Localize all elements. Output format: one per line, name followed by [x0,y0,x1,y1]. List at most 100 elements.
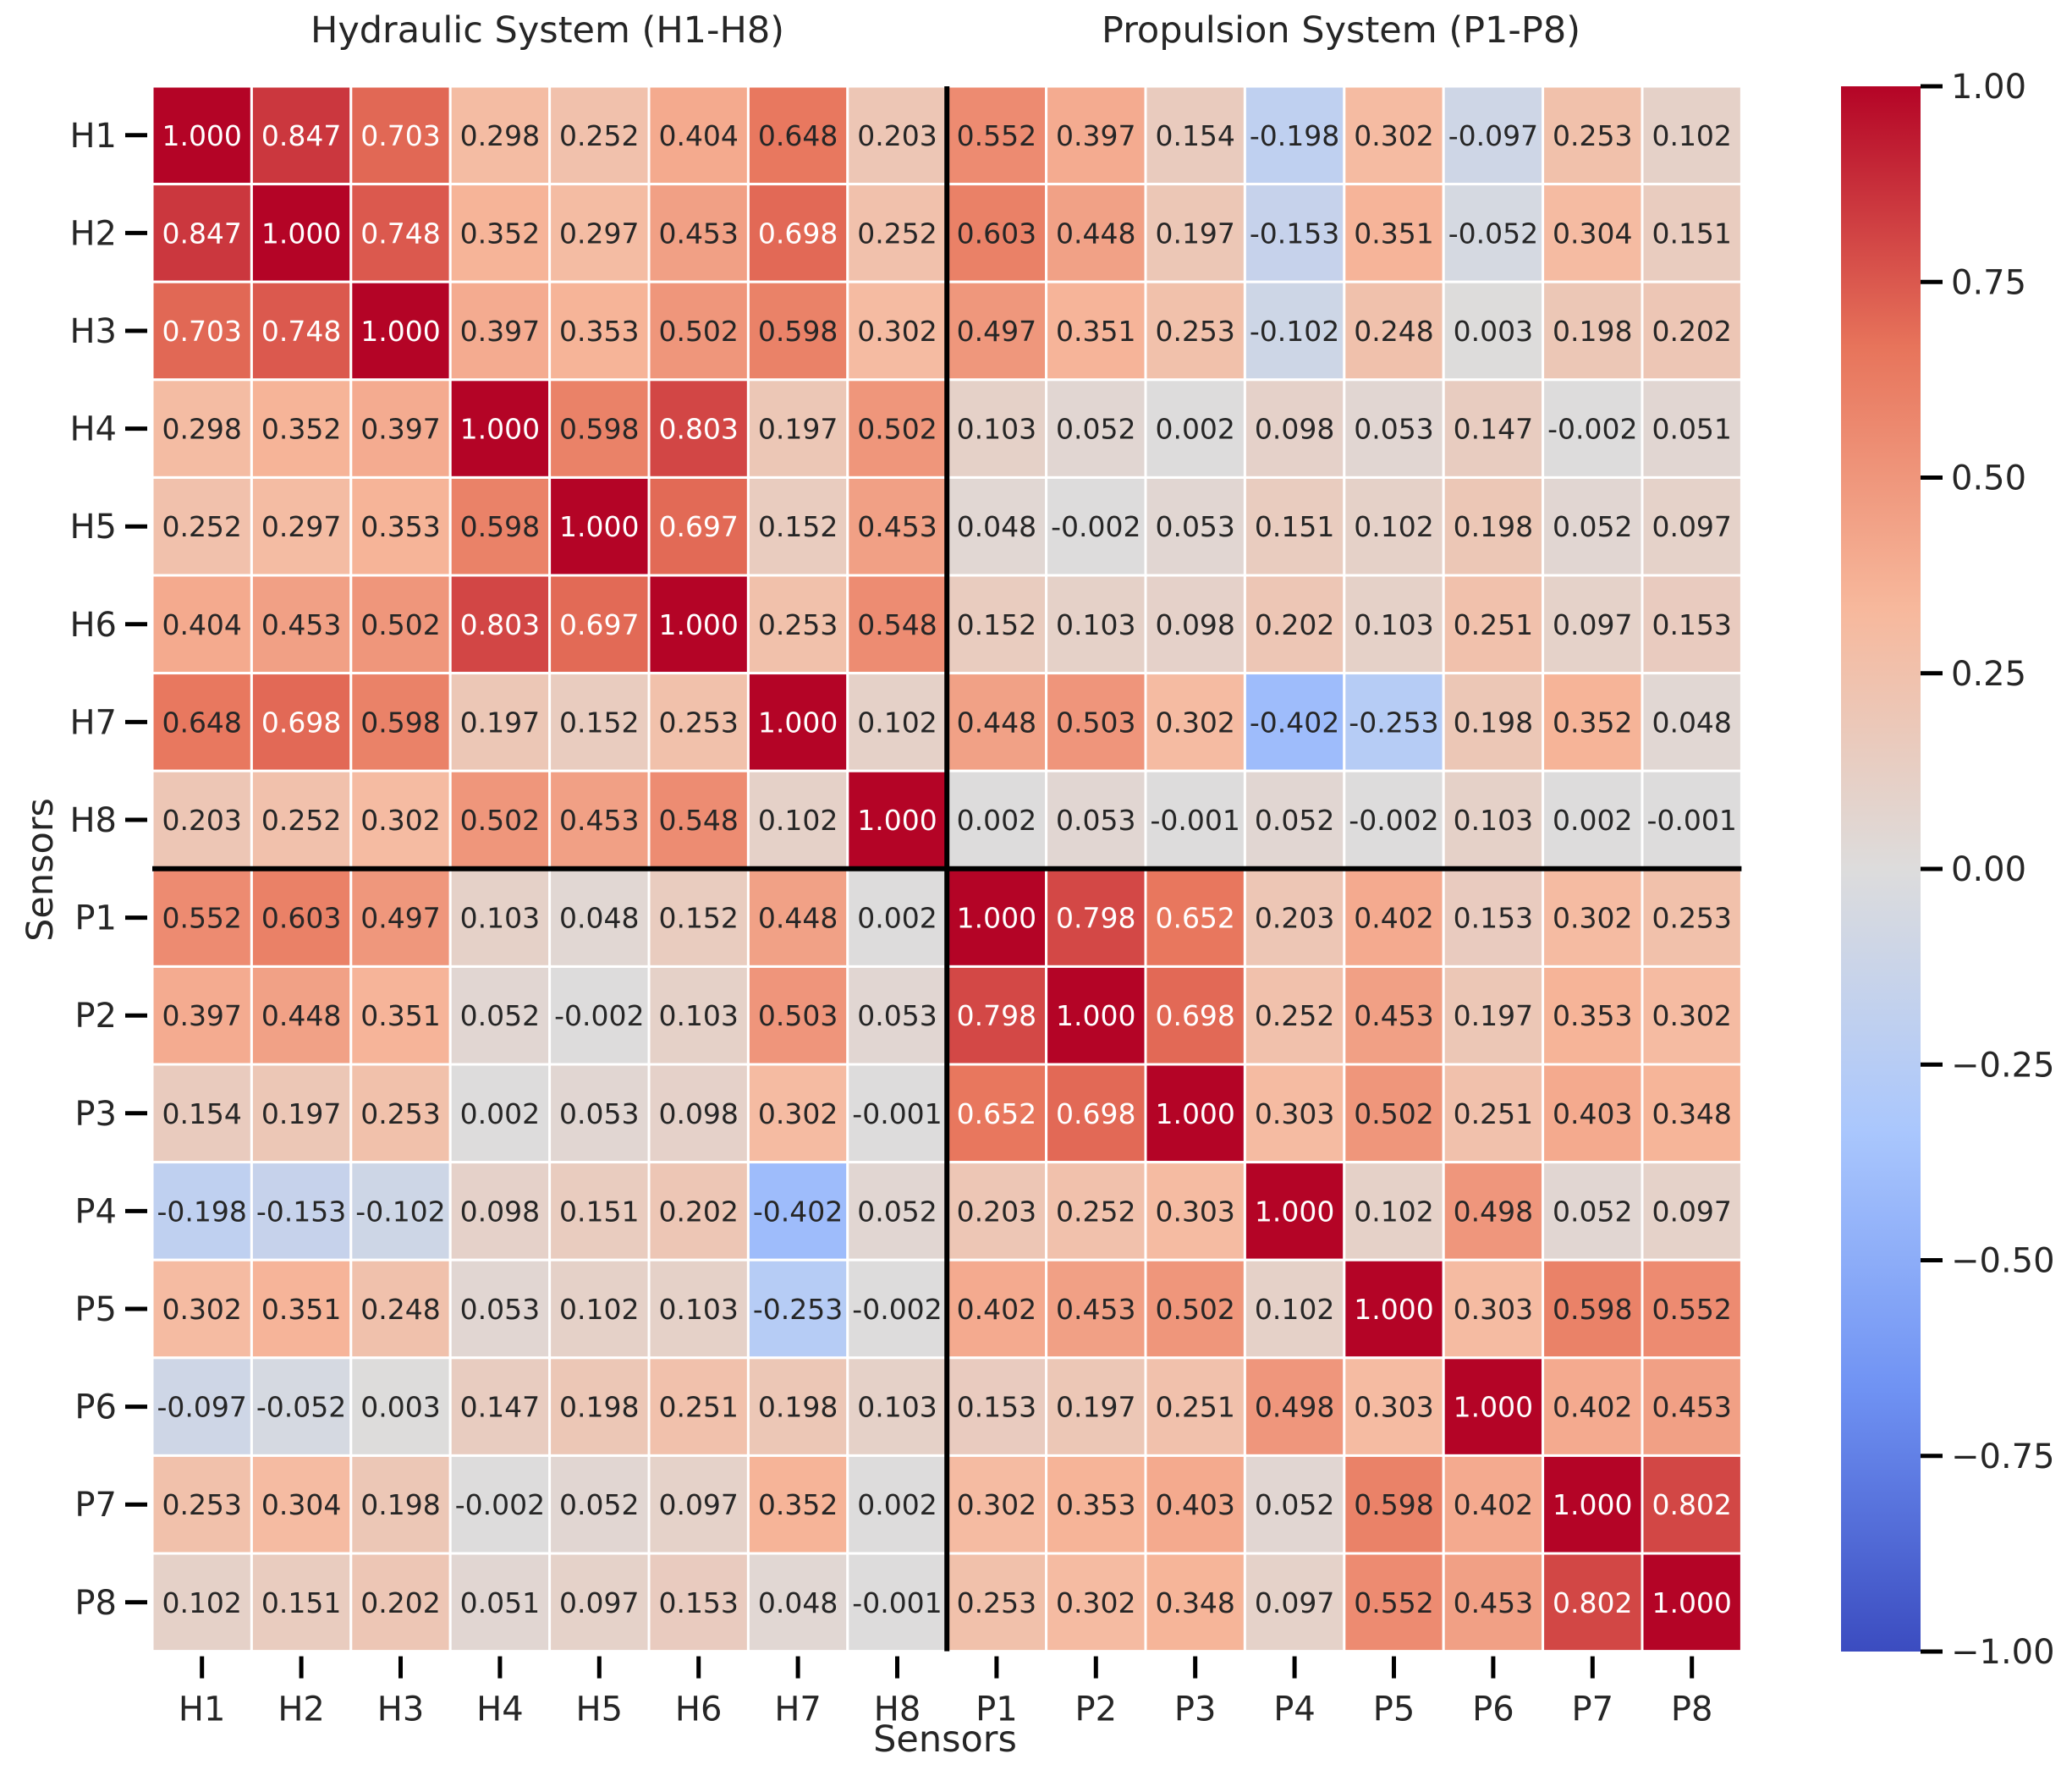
heatmap-cell-P7-H7 [746,1454,849,1555]
cell-value-label: 0.603 [957,217,1036,250]
cell-value-label: 0.052 [857,1195,937,1228]
heatmap-cell-H4-H2 [250,378,353,479]
heatmap-cell-P5-P1 [945,1258,1048,1360]
cell-value-label: -0.002 [1349,804,1438,837]
heatmap-cell-P4-P8 [1641,1161,1743,1262]
cell-value-label: 0.498 [1454,1195,1533,1228]
heatmap-cell-P5-H2 [250,1258,353,1360]
cell-value-label: 1.000 [1155,1097,1234,1130]
cell-value-label: 0.802 [1652,1488,1731,1521]
heatmap-cell-H8-P7 [1542,769,1644,871]
heatmap-cell-H1-P8 [1641,85,1743,186]
cell-value-label: 0.353 [1056,1488,1135,1521]
cell-value-label: 1.000 [1354,1293,1433,1326]
cell-value-label: 0.303 [1155,1195,1234,1228]
cell-value-label: 0.252 [1056,1195,1135,1228]
cell-value-label: 0.053 [559,1097,639,1130]
cell-value-label: 0.598 [559,413,639,446]
cell-value-label: 0.097 [1255,1586,1334,1619]
cell-value-label: 0.102 [559,1293,639,1326]
cell-value-label: 0.453 [658,217,738,250]
cell-value-label: 0.297 [559,217,639,250]
cell-value-label: -0.097 [1448,119,1538,152]
cell-value-label: 0.198 [360,1488,440,1521]
heatmap-cell-P2-H5 [548,965,651,1066]
heatmap-cell-H4-H8 [846,378,948,479]
cell-value-label: 0.502 [658,315,738,348]
cell-value-label: 0.803 [658,413,738,446]
y-tick-label-P4: P4 [74,1192,117,1231]
heatmap-cell-P3-H3 [349,1063,452,1164]
cell-value-label: 0.652 [1155,902,1234,935]
y-tick-label-P8: P8 [74,1584,117,1623]
heatmap-cell-H8-P6 [1442,769,1545,871]
heatmap-cell-H4-P2 [1045,378,1147,479]
cell-value-label: -0.198 [157,1195,247,1228]
heatmap-cell-H7-H7 [746,672,849,772]
heatmap-cell-H2-P4 [1243,183,1346,283]
x-tick-label-P8: P8 [1671,1690,1713,1729]
heatmap-cell-P2-P5 [1343,965,1445,1066]
heatmap-cell-P8-P5 [1343,1552,1445,1653]
cell-value-label: 0.397 [360,413,440,446]
cell-value-label: -0.001 [1647,804,1737,837]
heatmap-cell-H7-P6 [1442,672,1545,772]
cell-value-label: 0.103 [658,1293,738,1326]
heatmap-cell-H5-H7 [746,475,849,577]
heatmap-cell-P4-H4 [448,1161,552,1262]
cell-value-label: 0.502 [360,608,440,641]
x-tick-label-H6: H6 [675,1690,723,1729]
heatmap-cell-P3-P4 [1243,1063,1346,1164]
cell-value-label: 0.002 [857,1488,937,1521]
cell-value-label: 0.698 [758,217,838,250]
cell-value-label: 0.198 [559,1391,639,1424]
heatmap-cell-P8-P8 [1641,1552,1743,1653]
cell-value-label: -0.052 [1448,217,1538,250]
cell-value-label: 0.847 [162,217,241,250]
cell-value-label: 0.102 [1652,119,1731,152]
heatmap-cell-P8-P3 [1144,1552,1246,1653]
heatmap-cell-H8-H5 [548,769,651,871]
x-tick-label-H1: H1 [179,1690,226,1729]
heatmap-cell-H6-P3 [1144,574,1246,675]
heatmap-cell-H8-H2 [250,769,353,871]
cell-value-label: -0.001 [852,1097,942,1130]
heatmap-cell-P2-H4 [448,965,552,1066]
cell-value-label: 1.000 [1652,1586,1731,1619]
heatmap-cell-H2-H5 [548,183,651,283]
cell-value-label: 0.448 [957,706,1036,739]
heatmap-cell-P5-H7 [746,1258,849,1360]
colorbar-tick-label: −1.00 [1951,1633,2055,1672]
cell-value-label: 0.097 [1652,510,1731,543]
x-tick-label-P3: P3 [1174,1690,1217,1729]
y-tick-label-H6: H6 [69,606,117,645]
cell-value-label: 1.000 [857,804,937,837]
cell-value-label: 0.248 [1354,315,1433,348]
y-tick-label-H4: H4 [69,410,117,449]
cell-value-label: 0.252 [857,217,937,250]
heatmap-cell-P3-P7 [1542,1063,1644,1164]
cell-value-label: 1.000 [559,510,639,543]
heatmap-cell-H6-H8 [846,574,948,675]
cell-value-label: 0.098 [658,1097,738,1130]
heatmap-cell-H5-P4 [1243,475,1346,577]
heatmap-cell-P8-P7 [1542,1552,1644,1653]
heatmap-cell-H8-H4 [448,769,552,871]
heatmap-cell-P6-H4 [448,1356,552,1457]
cell-value-label: 0.103 [957,413,1036,446]
colorbar-tick-label: 0.75 [1951,263,2026,302]
heatmap-cell-P8-H5 [548,1552,651,1653]
heatmap-cell-H8-P2 [1045,769,1147,871]
cell-value-label: 0.302 [162,1293,241,1326]
cell-value-label: 0.252 [559,119,639,152]
cell-value-label: 0.847 [261,119,341,152]
colorbar-tick-label: 0.00 [1951,850,2026,889]
heatmap-cell-H4-H3 [349,378,452,479]
cell-value-label: 0.153 [658,1586,738,1619]
x-tick-label-P4: P4 [1273,1690,1316,1729]
cell-value-label: 0.103 [1454,804,1533,837]
cell-value-label: 0.402 [957,1293,1036,1326]
heatmap-cell-H3-P7 [1542,280,1644,382]
x-tick-label-P2: P2 [1075,1690,1118,1729]
heatmap-cell-P2-P8 [1641,965,1743,1066]
